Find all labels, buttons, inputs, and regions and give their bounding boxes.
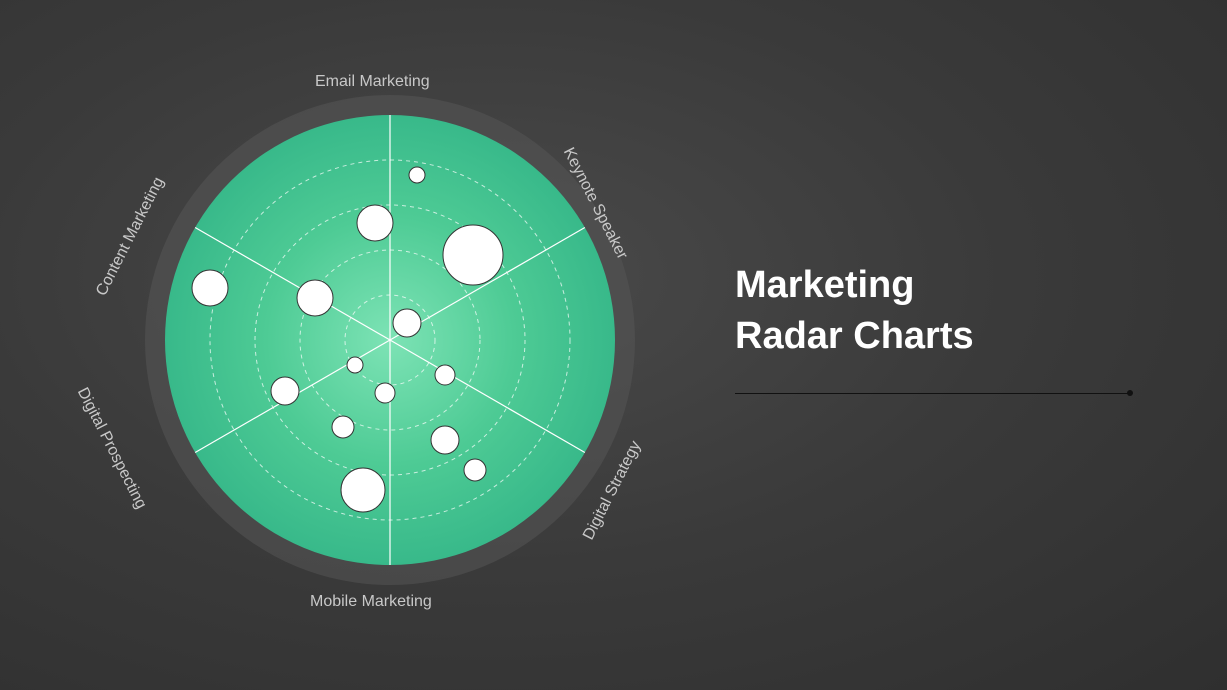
radar-bubble-9 <box>435 365 455 385</box>
radar-bubble-10 <box>332 416 354 438</box>
sector-label-0: Email Marketing <box>315 73 430 91</box>
radar-bubble-8 <box>375 383 395 403</box>
title-line2: Radar Charts <box>735 311 1130 362</box>
title-block: Marketing Radar Charts <box>735 260 1130 394</box>
title-underline <box>735 393 1130 394</box>
radar-bubble-6 <box>347 357 363 373</box>
radar-bubble-1 <box>357 205 393 241</box>
radar-bubble-0 <box>409 167 425 183</box>
radar-chart: Email MarketingKeynote SpeakerDigital St… <box>125 75 655 605</box>
radar-bubble-11 <box>431 426 459 454</box>
radar-bubble-4 <box>297 280 333 316</box>
radar-bubble-13 <box>464 459 486 481</box>
radar-bubble-5 <box>393 309 421 337</box>
radar-bubble-3 <box>192 270 228 306</box>
sector-label-3: Mobile Marketing <box>310 593 432 611</box>
radar-bubble-2 <box>443 225 503 285</box>
radar-bubble-12 <box>341 468 385 512</box>
radar-bubble-7 <box>271 377 299 405</box>
title-line1: Marketing <box>735 260 1130 311</box>
